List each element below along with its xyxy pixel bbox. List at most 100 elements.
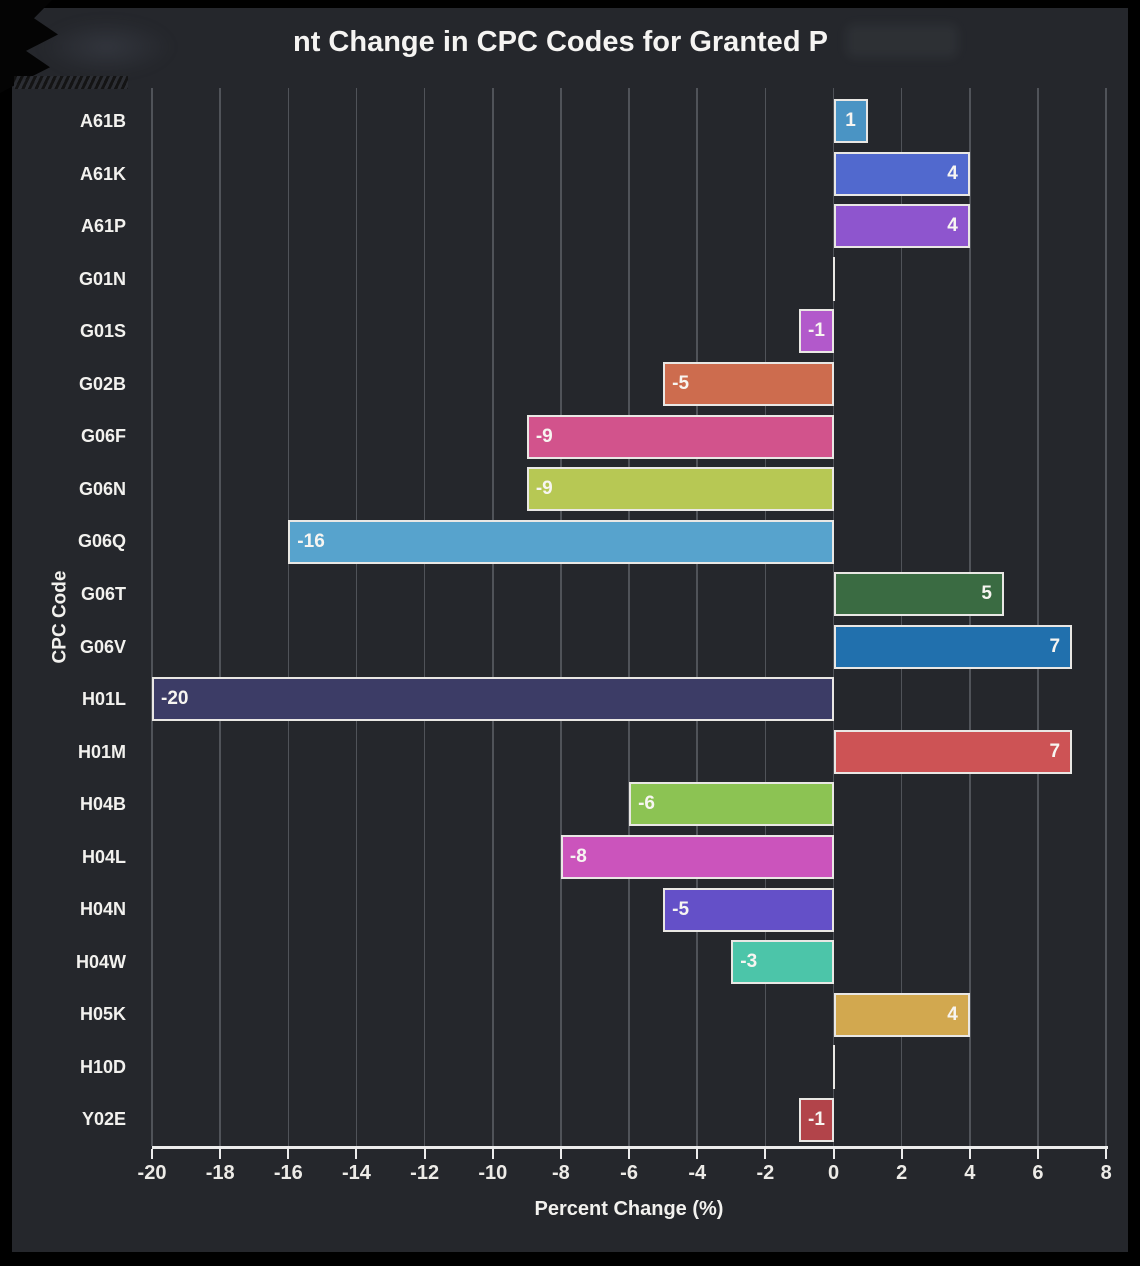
tick-label: -4 — [688, 1162, 707, 1184]
category-label-G01S: G01S — [79, 321, 126, 342]
axis-tick — [355, 1149, 358, 1159]
category-label-H04L: H04L — [81, 846, 126, 867]
plot-area: 1 4 4 -1 -5 -9 -9 -16 5 7 -20 7 -6 -8 -5 -3 4 -1 -20 -18 -16… — [138, 88, 1130, 1184]
bar-value-label: 5 — [981, 583, 992, 605]
bar-value-label: -5 — [672, 373, 690, 395]
tick-label: 2 — [896, 1162, 908, 1184]
axis-tick — [832, 1149, 835, 1159]
category-label-H01M: H01M — [77, 741, 126, 762]
tick-label: 6 — [1032, 1162, 1044, 1184]
axis-tick — [628, 1149, 631, 1159]
bar-A61P: 4 — [833, 204, 970, 249]
bar-Y02E: -1 — [799, 1097, 834, 1142]
tick-label: -12 — [410, 1162, 440, 1184]
bar-A61B: 1 — [833, 99, 868, 144]
tick-label: 0 — [827, 1162, 840, 1184]
corner-hatch-artifact — [14, 76, 128, 89]
gridline — [355, 88, 358, 1146]
bar-G06V: 7 — [833, 624, 1073, 669]
gridline — [151, 88, 153, 1146]
axis-tick — [423, 1149, 426, 1159]
tick-label: -18 — [205, 1162, 235, 1184]
category-label-G01N: G01N — [78, 268, 126, 289]
gridline — [492, 88, 494, 1146]
tick-label: -16 — [273, 1162, 303, 1184]
zero-bar-H10D — [832, 1045, 836, 1090]
bar-H05K: 4 — [833, 992, 970, 1037]
corner-smudge-artifact — [24, 12, 189, 82]
axis-tick — [1036, 1149, 1039, 1159]
bar-G02B: -5 — [663, 362, 834, 407]
category-label-G02B: G02B — [78, 373, 126, 394]
bar-value-label: 7 — [1049, 740, 1061, 762]
tick-label: 4 — [964, 1162, 976, 1184]
bar-value-label: -3 — [740, 951, 758, 973]
tick-label: -8 — [552, 1162, 570, 1184]
bar-value-label: -16 — [297, 530, 325, 552]
bar-H04L: -8 — [560, 834, 834, 879]
tick-label: -6 — [620, 1162, 638, 1184]
bar-value-label: -20 — [161, 688, 189, 710]
bar-value-label: -5 — [672, 898, 690, 920]
gridline — [287, 88, 290, 1146]
axis-tick — [1105, 1149, 1108, 1159]
title-occluded-ghost — [846, 24, 958, 58]
axis-tick — [219, 1149, 222, 1159]
category-label-H04B: H04B — [79, 794, 126, 815]
gridline — [423, 88, 426, 1146]
category-label-H01L: H01L — [81, 689, 126, 710]
bar-H01L: -20 — [152, 677, 834, 722]
gridline — [628, 88, 630, 1146]
axis-tick — [559, 1149, 562, 1159]
bar-G06T: 5 — [833, 572, 1004, 617]
category-label-H05K: H05K — [79, 1004, 126, 1025]
bar-value-label: 1 — [845, 110, 856, 132]
axis-tick — [968, 1149, 971, 1159]
bar-value-label: 7 — [1049, 635, 1061, 657]
bar-value-label: 4 — [947, 162, 958, 184]
y-axis-title-wrap: CPC Code — [40, 88, 80, 1146]
x-axis-line — [152, 1146, 1109, 1149]
bar-H01M: 7 — [833, 729, 1073, 774]
tick-label: -20 — [137, 1162, 167, 1184]
gridline — [764, 88, 767, 1146]
axis-tick — [287, 1149, 290, 1159]
tick-label: -14 — [342, 1162, 371, 1184]
gridline — [832, 88, 835, 1146]
gridline — [696, 88, 698, 1146]
axis-tick — [900, 1149, 903, 1159]
category-label-G06F: G06F — [80, 426, 126, 447]
gridline — [969, 88, 971, 1146]
tick-label: 8 — [1100, 1162, 1112, 1184]
bar-value-label: -9 — [535, 425, 553, 447]
bar-value-label: -1 — [808, 1108, 825, 1130]
category-label-G06Q: G06Q — [77, 531, 126, 552]
axis-tick — [696, 1149, 699, 1159]
axis-tick — [764, 1149, 767, 1159]
bar-H04B: -6 — [629, 782, 834, 827]
bar-G01S: -1 — [799, 309, 834, 354]
category-label-Y02E: Y02E — [81, 1109, 126, 1130]
category-label-G06N: G06N — [78, 478, 126, 499]
bar-H04N: -5 — [663, 887, 834, 932]
bar-value-label: 4 — [947, 1003, 958, 1025]
category-label-A61K: A61K — [79, 163, 126, 184]
x-axis-title: Percent Change (%) — [534, 1198, 724, 1220]
category-label-H10D: H10D — [79, 1056, 126, 1077]
gridline — [1037, 88, 1039, 1146]
category-label-A61P: A61P — [80, 216, 126, 237]
tick-label: -2 — [756, 1162, 775, 1184]
category-label-G06T: G06T — [80, 583, 126, 604]
zero-bar-G01N — [832, 256, 836, 301]
bar-value-label: -9 — [535, 478, 553, 500]
gridline — [219, 88, 221, 1146]
gridline — [560, 88, 562, 1146]
axis-tick — [151, 1149, 153, 1159]
axis-tick — [491, 1149, 494, 1159]
bar-G06F: -9 — [526, 414, 834, 459]
category-label-A61B: A61B — [79, 111, 126, 131]
chart-title: nt Change in CPC Codes for Granted P — [293, 26, 828, 58]
bar-value-label: -6 — [638, 793, 655, 815]
bar-value-label: -8 — [569, 845, 587, 867]
